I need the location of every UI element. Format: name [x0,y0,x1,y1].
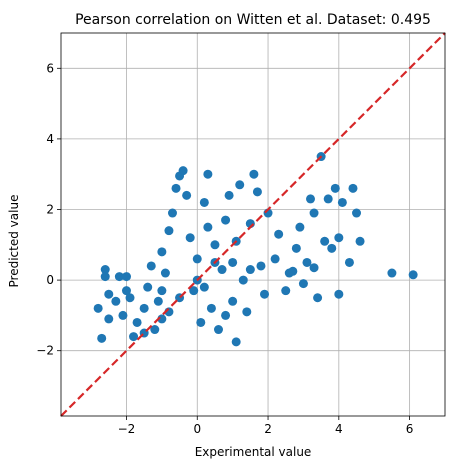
data-point [213,325,223,335]
data-point [217,265,227,275]
data-point [306,194,316,204]
plot-frame [60,32,446,417]
data-point [334,233,344,243]
data-point [118,310,128,320]
data-point [231,337,241,347]
data-point [160,268,170,278]
data-point [355,236,365,246]
data-point [281,286,291,296]
data-point [125,293,135,303]
reference-line [60,32,446,417]
data-point [270,254,280,264]
data-point [93,303,103,313]
data-point [189,286,199,296]
data-point [171,183,181,193]
y-tick-label: 6 [46,61,54,75]
data-point [323,194,333,204]
y-tick-label: −2 [36,344,54,358]
data-point [235,180,245,190]
data-point [206,303,216,313]
data-point [221,215,231,225]
data-point [334,289,344,299]
data-point [143,282,153,292]
data-point [228,257,238,267]
data-point [298,279,308,289]
x-tick-label: 0 [193,422,201,436]
y-axis-label: Predicted value [7,195,21,288]
data-points [93,152,418,347]
data-point [228,296,238,306]
data-point [348,183,358,193]
data-point [210,240,220,250]
data-point [408,270,418,280]
data-point [146,261,156,271]
data-point [153,296,163,306]
data-point [121,272,131,282]
data-point [203,169,213,179]
data-point [104,289,114,299]
data-point [249,169,259,179]
x-tick-label: −2 [118,422,136,436]
data-point [260,289,270,299]
data-point [221,310,231,320]
data-point [245,265,255,275]
x-tick-label: 4 [335,422,343,436]
data-point [252,187,262,197]
data-point [313,293,323,303]
data-point [199,197,209,207]
data-point [100,272,110,282]
x-axis-label: Experimental value [195,445,312,459]
data-point [129,332,139,342]
data-point [192,254,202,264]
data-point [238,275,248,285]
data-point [178,166,188,176]
data-point [167,208,177,218]
data-point [291,243,301,253]
y-ticks: −2 0 2 4 6 [36,61,61,358]
data-point [274,229,284,239]
data-point [185,233,195,243]
data-point [182,190,192,200]
y-tick-label: 2 [46,202,54,216]
data-point [104,314,114,324]
chart-title: Pearson correlation on Witten et al. Dat… [75,12,431,28]
data-point [327,243,337,253]
data-point [242,307,252,317]
data-point [199,282,209,292]
data-point [203,222,213,232]
data-point [352,208,362,218]
x-tick-label: 2 [264,422,272,436]
data-point [100,265,110,275]
data-point [132,317,142,327]
x-ticks: −2 0 2 4 6 [118,416,414,436]
x-tick-label: 6 [406,422,414,436]
data-point [224,190,234,200]
data-point [309,263,319,273]
data-point [387,268,397,278]
data-point [330,183,340,193]
data-point [157,247,167,257]
data-point [97,333,107,343]
data-point [164,226,174,236]
data-point [150,325,160,335]
y-tick-label: 0 [46,273,54,287]
data-point [320,236,330,246]
y-tick-label: 4 [46,132,54,146]
data-point [196,317,206,327]
data-point [302,257,312,267]
data-point [139,303,149,313]
data-point [288,266,298,276]
data-point [114,272,124,282]
data-point [309,208,319,218]
data-point [344,257,354,267]
data-point [295,222,305,232]
data-point [121,286,131,296]
data-point [256,261,266,271]
data-point [337,197,347,207]
data-point [157,286,167,296]
data-point [111,296,121,306]
